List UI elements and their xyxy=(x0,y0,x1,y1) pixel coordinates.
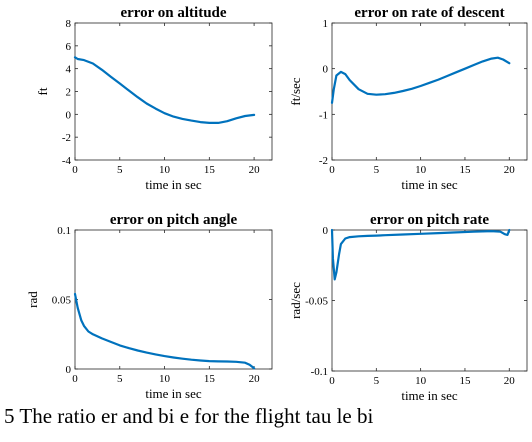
series-line xyxy=(73,56,256,124)
subplot-title: error on pitch angle xyxy=(110,212,238,228)
y-tick-label: 6 xyxy=(66,41,72,53)
y-axis-label: rad xyxy=(25,291,40,308)
y-tick-label: 0 xyxy=(66,364,72,376)
x-tick-label: 10 xyxy=(159,164,171,176)
x-tick-label: 10 xyxy=(415,164,427,176)
x-axis-label: time in sec xyxy=(401,388,458,403)
y-tick-label: -2 xyxy=(319,155,328,167)
y-tick-label: -4 xyxy=(62,155,72,167)
y-tick-label: -2 xyxy=(62,132,71,144)
x-tick-label: 5 xyxy=(117,373,123,385)
x-tick-label: 20 xyxy=(249,164,261,176)
y-axis-label: ft/sec xyxy=(288,77,303,105)
figure-caption: 5 The ratio er and bi e for the flight t… xyxy=(4,404,374,428)
subplot-3: error on pitch angle 0 5 10 15 20 0 0.05 0.1 time… xyxy=(25,212,273,401)
x-tick-label: 0 xyxy=(72,373,78,385)
subplot-2: error on rate of descent 0 5 10 15 20 -2 -1 0 1 ti… xyxy=(288,5,528,192)
axes-box xyxy=(331,22,528,161)
y-tick-label: 8 xyxy=(66,18,72,30)
y-tick-label: 0.05 xyxy=(52,295,72,307)
axes-box xyxy=(74,229,273,370)
x-tick-label: 20 xyxy=(504,375,516,387)
x-axis-label: time in sec xyxy=(401,177,458,192)
series-line xyxy=(330,228,511,281)
x-tick-label: 15 xyxy=(459,164,471,176)
x-tick-label: 15 xyxy=(459,375,471,387)
x-tick-label: 20 xyxy=(249,373,261,385)
x-axis-label: time in sec xyxy=(145,177,202,192)
y-axis-label: ft xyxy=(35,87,50,95)
x-tick-label: 5 xyxy=(374,164,380,176)
subplot-title: error on altitude xyxy=(120,5,226,21)
subplot-title: error on rate of descent xyxy=(354,5,504,21)
series-line xyxy=(330,56,511,104)
x-tick-label: 0 xyxy=(329,164,335,176)
x-tick-label: 0 xyxy=(329,375,335,387)
y-tick-label: 0 xyxy=(323,225,329,237)
x-tick-label: 10 xyxy=(159,373,171,385)
y-tick-label: 0.1 xyxy=(57,225,71,237)
y-tick-label: -0.1 xyxy=(311,366,328,378)
x-tick-label: 15 xyxy=(204,373,216,385)
x-tick-label: 10 xyxy=(415,375,427,387)
y-tick-label: -0.05 xyxy=(305,296,328,308)
x-tick-label: 15 xyxy=(204,164,216,176)
x-tick-label: 5 xyxy=(117,164,123,176)
series-line xyxy=(73,292,256,370)
y-tick-label: 1 xyxy=(323,18,329,30)
subplot-4: error on pitch rate 0 5 10 15 20 -0.1 -0.05 0 tim… xyxy=(288,212,528,403)
y-tick-label: 0 xyxy=(66,109,72,121)
y-axis-label: rad/sec xyxy=(288,282,303,319)
x-tick-label: 0 xyxy=(72,164,78,176)
axes-box xyxy=(331,229,528,372)
y-tick-label: 2 xyxy=(66,87,72,99)
axes-box xyxy=(74,22,273,161)
subplot-1: error on altitude 0 5 10 15 20 -4 -2 0 2 4 6 8 time i… xyxy=(35,5,273,192)
y-tick-label: -1 xyxy=(319,109,328,121)
x-tick-label: 5 xyxy=(374,375,380,387)
x-tick-label: 20 xyxy=(504,164,516,176)
y-tick-label: 4 xyxy=(66,64,72,76)
x-axis-label: time in sec xyxy=(145,386,202,401)
subplot-title: error on pitch rate xyxy=(370,212,489,228)
y-tick-label: 0 xyxy=(323,64,329,76)
